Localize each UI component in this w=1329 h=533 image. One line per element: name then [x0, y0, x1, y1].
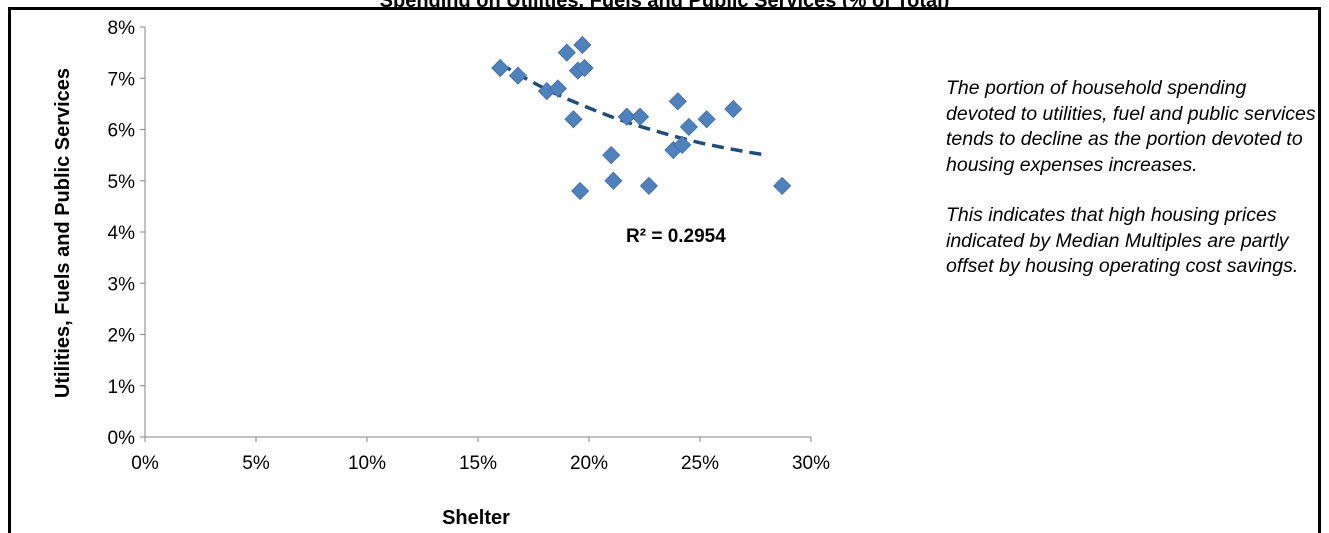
y-tick-label: 8% — [108, 18, 136, 39]
y-tick-label: 3% — [108, 274, 136, 295]
data-point — [724, 99, 743, 119]
x-tick-label: 20% — [570, 453, 608, 474]
x-tick-label: 5% — [242, 453, 270, 474]
y-tick-label: 6% — [108, 121, 136, 142]
trendline-group — [499, 62, 767, 157]
y-axis-label: Utilities, Fuels and Public Services — [52, 68, 74, 398]
axes — [140, 26, 812, 442]
data-point — [679, 117, 698, 137]
data-point — [617, 107, 636, 126]
x-tick-label: 15% — [459, 453, 497, 474]
data-point — [573, 35, 592, 55]
note-paragraph-1: The portion of household spending devote… — [946, 77, 1316, 176]
x-axis-label: Shelter — [442, 507, 510, 529]
x-tick-label: 30% — [792, 453, 830, 474]
data-point — [604, 171, 623, 190]
x-tick-labels: 0% 5% 10% 15% 20% 25% 30% — [131, 453, 830, 474]
data-point — [639, 176, 659, 195]
data-point — [668, 92, 687, 111]
data-point — [557, 43, 576, 62]
data-point — [575, 58, 594, 78]
data-point — [491, 58, 510, 78]
chart-frame — [8, 7, 1321, 533]
data-point — [773, 176, 792, 195]
data-point — [602, 146, 621, 165]
y-tick-label: 5% — [108, 172, 136, 193]
data-point — [673, 135, 692, 154]
y-tick-label: 7% — [108, 69, 136, 90]
data-point — [697, 110, 716, 129]
data-point — [508, 66, 528, 85]
notes-panel: The portion of household spending devote… — [946, 76, 1316, 305]
r-squared-label: R² = 0.2954 — [626, 226, 726, 247]
data-point — [548, 79, 567, 98]
data-points — [491, 35, 792, 201]
trendline — [499, 62, 767, 157]
note-paragraph-2: This indicates that high housing prices … — [946, 204, 1299, 277]
y-tick-labels: 0% 1% 2% 3% 4% 5% 6% 7% 8% — [108, 18, 136, 449]
x-tick-label: 10% — [348, 453, 386, 474]
data-point — [571, 181, 590, 201]
data-point — [630, 107, 650, 126]
x-tick-label: 25% — [681, 453, 719, 474]
chart-title: Spending on Utilities, Fuels and Public … — [8, 0, 1321, 10]
y-tick-label: 1% — [108, 377, 136, 398]
y-tick-label: 0% — [108, 428, 136, 449]
y-tick-label: 4% — [108, 223, 136, 244]
y-tick-label: 2% — [108, 326, 136, 347]
x-tick-label: 0% — [131, 453, 159, 474]
data-point — [564, 110, 583, 129]
